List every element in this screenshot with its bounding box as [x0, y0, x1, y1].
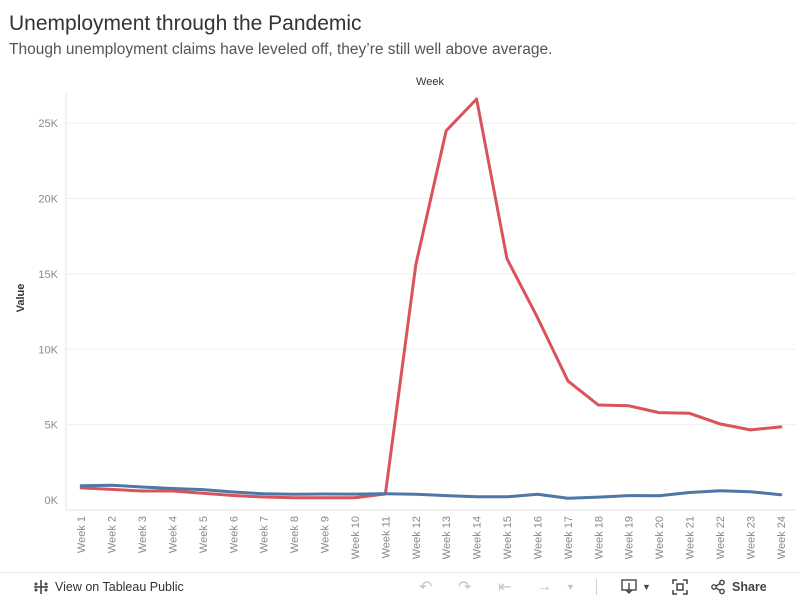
x-tick-label: Week 23: [745, 516, 757, 559]
x-tick-label: Week 10: [350, 516, 362, 559]
x-tick-label: Week 20: [654, 516, 666, 559]
redo-icon[interactable]: ↷: [458, 579, 472, 596]
chart-subtitle: Though unemployment claims have leveled …: [9, 41, 553, 58]
x-tick-label: Week 19: [624, 516, 636, 559]
tableau-toolbar: View on Tableau Public ↶ ↷ ⇤ → ▼ ▼ Sh: [0, 572, 800, 601]
fullscreen-button[interactable]: [672, 573, 688, 601]
y-axis-title: Value: [15, 284, 27, 313]
x-tick-label: Week 4: [167, 516, 179, 553]
x-axis-ticks: Week 1 Week 2 Week 3 Week 4 Week 5 Week 6 Week…: [76, 516, 788, 559]
toolbar-divider: [596, 579, 597, 595]
x-tick-label: Week 22: [715, 516, 727, 559]
series-line-2[interactable]: [79, 483, 783, 500]
download-dropdown-chevron-icon: ▼: [642, 582, 651, 592]
y-tick-label: 10K: [38, 344, 58, 356]
chart-title: Unemployment through the Pandemic: [9, 12, 362, 35]
undo-icon[interactable]: ↶: [419, 579, 433, 596]
tableau-logo-icon: [34, 580, 48, 594]
x-tick-label: Week 7: [259, 516, 271, 553]
x-tick-label: Week 24: [776, 516, 788, 559]
revert-icon[interactable]: ⇤: [498, 579, 512, 596]
refresh-dropdown-chevron-icon[interactable]: ▼: [566, 582, 575, 592]
x-tick-label: Week 8: [289, 516, 301, 553]
y-tick-label: 20K: [38, 194, 58, 206]
x-tick-label: Week 15: [502, 516, 514, 559]
y-tick-label: 15K: [38, 269, 58, 281]
x-tick-label: Week 16: [532, 516, 544, 559]
x-tick-label: Week 17: [563, 516, 575, 559]
x-axis-title: Week: [416, 76, 444, 88]
x-tick-label: Week 3: [137, 516, 149, 553]
x-tick-label: Week 18: [593, 516, 605, 559]
x-tick-label: Week 12: [411, 516, 423, 559]
x-tick-label: Week 1: [76, 516, 88, 553]
x-tick-label: Week 13: [441, 516, 453, 559]
share-label: Share: [732, 580, 767, 594]
y-axis-ticks: 0K 5K 10K 15K 20K 25K: [38, 118, 58, 507]
view-on-tableau-link[interactable]: View on Tableau Public: [33, 573, 184, 601]
series-line-1[interactable]: [79, 97, 783, 500]
view-on-tableau-label: View on Tableau Public: [55, 580, 184, 594]
y-tick-label: 0K: [45, 495, 59, 507]
series-lines: [79, 97, 783, 500]
x-tick-label: Week 6: [228, 516, 240, 553]
x-tick-label: Week 5: [198, 516, 210, 553]
share-button[interactable]: Share: [710, 573, 767, 601]
x-tick-label: Week 14: [472, 516, 484, 559]
refresh-icon[interactable]: →: [536, 578, 552, 595]
x-tick-label: Week 11: [380, 516, 392, 558]
line-chart: Week Value 0K 5K 10K 15K 20K 25K Week 1 Week 2…: [15, 76, 796, 559]
y-tick-label: 5K: [45, 420, 59, 432]
fullscreen-icon: [672, 579, 688, 595]
x-tick-label: Week 21: [685, 516, 697, 559]
share-icon: [711, 579, 725, 595]
gridlines: [66, 122, 796, 426]
x-tick-label: Week 9: [320, 516, 332, 553]
y-tick-label: 25K: [38, 118, 58, 130]
download-icon: [621, 579, 637, 594]
x-tick-label: Week 2: [107, 516, 119, 553]
download-button[interactable]: ▼: [621, 573, 651, 601]
